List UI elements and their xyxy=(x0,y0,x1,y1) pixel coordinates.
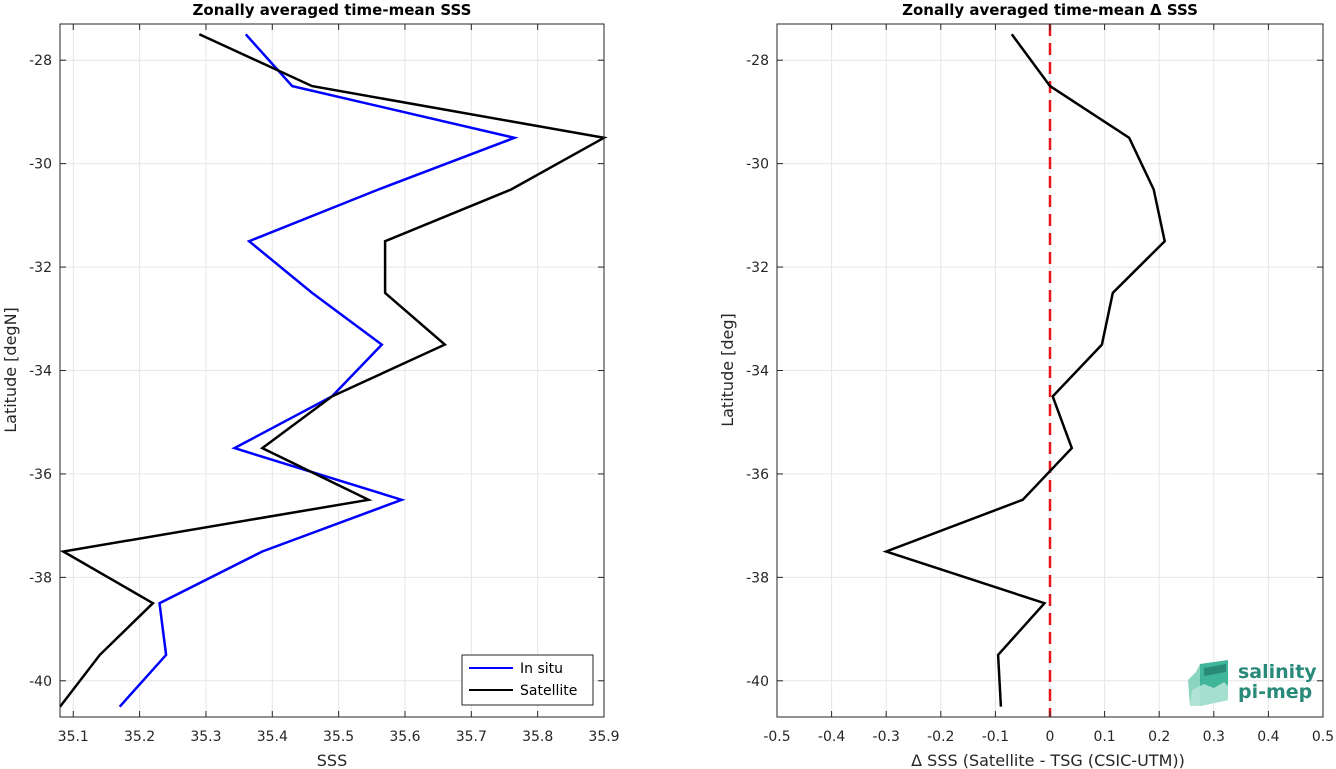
left-x-tick-label: 35.1 xyxy=(58,729,89,745)
legend-label-satellite: Satellite xyxy=(520,683,577,699)
left-y-tick-label: -28 xyxy=(29,53,52,69)
left-x-tick-label: 35.6 xyxy=(389,729,420,745)
right-y-tick-label: -38 xyxy=(746,570,769,586)
left-y-tick-label: -38 xyxy=(29,570,52,586)
right-y-axis-label: Latitude [deg] xyxy=(718,313,737,427)
right-y-tick-label: -30 xyxy=(746,157,769,173)
right-y-tick-label: -32 xyxy=(746,260,769,276)
salinity-pi-mep-logo: salinity pi-mep xyxy=(1188,660,1317,706)
right-x-tick-label: -0.2 xyxy=(927,729,954,745)
legend: In situ Satellite xyxy=(461,654,594,706)
left-x-tick-label: 35.2 xyxy=(124,729,155,745)
left-y-tick-label: -32 xyxy=(29,260,52,276)
left-x-tick-label: 35.3 xyxy=(190,729,221,745)
right-x-axis-label: Δ SSS (Satellite - TSG (CSIC-UTM)) xyxy=(911,751,1185,769)
right-y-tick-label: -36 xyxy=(746,467,769,483)
logo-text-salinity: salinity xyxy=(1238,661,1317,683)
right-x-tick-label: 0.5 xyxy=(1312,729,1334,745)
right-x-tick-label: -0.1 xyxy=(982,729,1009,745)
right-series-line-delta-sss xyxy=(882,33,1167,707)
right-x-tick-label: 0.4 xyxy=(1257,729,1279,745)
left-grid xyxy=(60,24,605,717)
right-x-tick-label: -0.3 xyxy=(873,729,900,745)
left-ticks: 35.1 35.2 35.3 35.4 35.5 35.6 35.7 35.8 35.9 -28 -… xyxy=(29,24,620,745)
right-panel: Zonally averaged time-mean Δ SSS -0.5 -0.… xyxy=(718,1,1334,769)
left-y-tick-label: -30 xyxy=(29,157,52,173)
logo-graphic xyxy=(1188,660,1228,706)
left-x-tick-label: 35.9 xyxy=(588,729,619,745)
right-x-tick-label: 0 xyxy=(1046,729,1055,745)
right-x-tick-label: -0.4 xyxy=(818,729,845,745)
left-y-tick-label: -40 xyxy=(29,674,52,690)
right-ticks: -0.5 -0.4 -0.3 -0.2 -0.1 0 0.1 0.2 0.3 0.4 0.5 -28 -… xyxy=(746,24,1334,745)
left-y-tick-label: -36 xyxy=(29,467,52,483)
left-x-tick-label: 35.4 xyxy=(257,729,288,745)
left-series xyxy=(59,33,608,708)
right-x-tick-label: -0.5 xyxy=(763,729,790,745)
left-x-tick-label: 35.7 xyxy=(456,729,487,745)
logo-text-pi-mep: pi-mep xyxy=(1238,681,1312,703)
left-series-line-in-situ xyxy=(118,33,519,708)
right-series xyxy=(882,24,1167,717)
left-chart-title: Zonally averaged time-mean SSS xyxy=(193,1,472,19)
right-y-tick-label: -40 xyxy=(746,674,769,690)
left-y-tick-label: -34 xyxy=(29,364,52,380)
legend-label-in-situ: In situ xyxy=(520,661,563,677)
left-series-line-satellite xyxy=(59,33,608,708)
left-x-tick-label: 35.8 xyxy=(522,729,553,745)
right-y-tick-label: -34 xyxy=(746,364,769,380)
right-chart-title: Zonally averaged time-mean Δ SSS xyxy=(902,1,1198,19)
right-x-tick-label: 0.1 xyxy=(1093,729,1115,745)
right-y-tick-label: -28 xyxy=(746,53,769,69)
left-x-axis-label: SSS xyxy=(317,751,347,769)
left-x-tick-label: 35.5 xyxy=(323,729,354,745)
left-y-axis-label: Latitude [degN] xyxy=(1,307,20,433)
right-x-tick-label: 0.2 xyxy=(1148,729,1170,745)
left-panel: Zonally averaged time-mean SSS 35.1 35.2 3… xyxy=(1,1,620,769)
right-x-tick-label: 0.3 xyxy=(1203,729,1225,745)
legend-box xyxy=(461,654,594,706)
